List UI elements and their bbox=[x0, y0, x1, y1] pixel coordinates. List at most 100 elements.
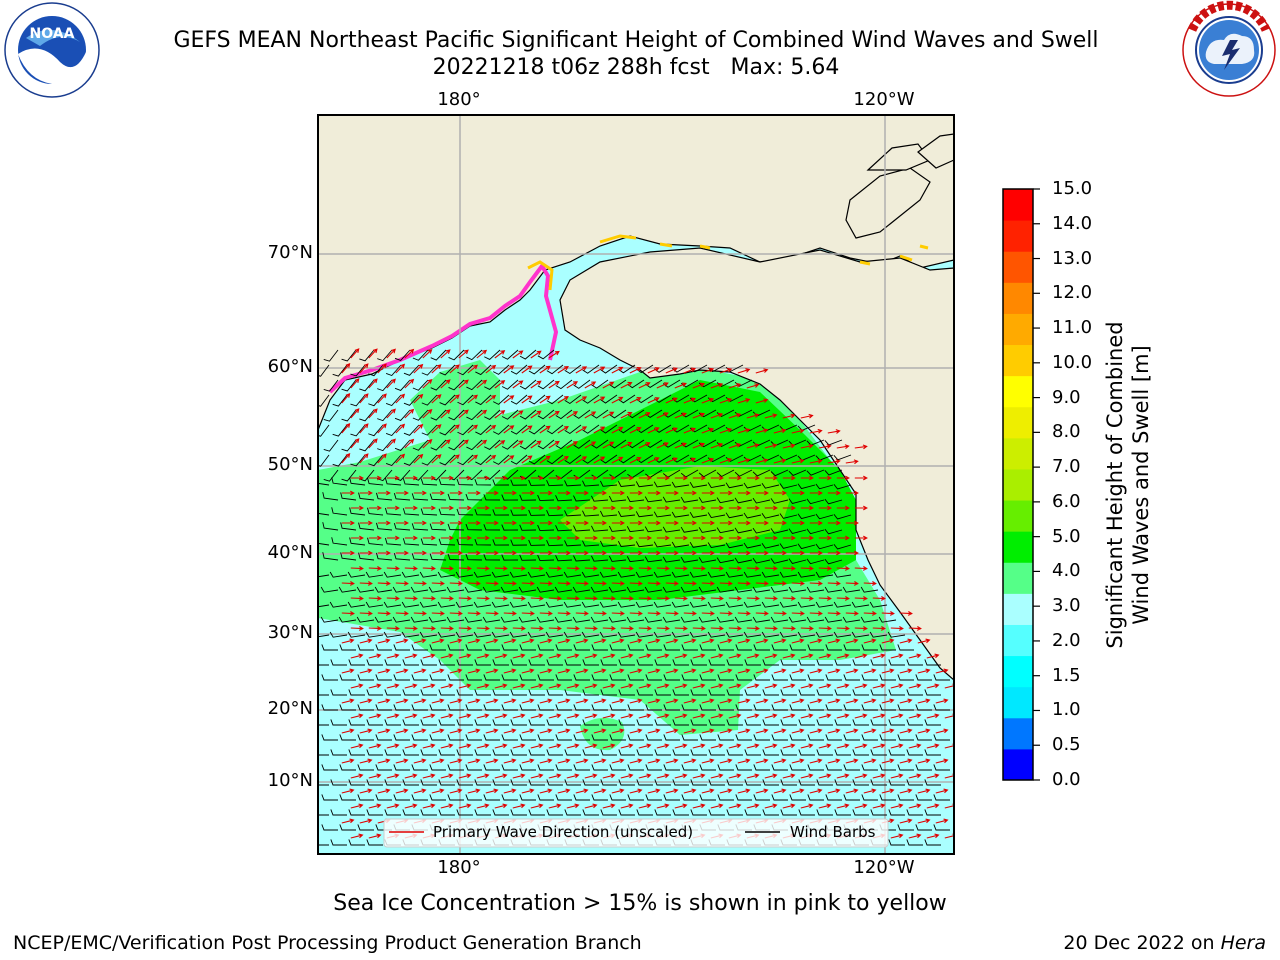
wave-arrow bbox=[341, 550, 355, 556]
colorbar-title-line1: Significant Height of Combined bbox=[1103, 321, 1127, 649]
wind-barb bbox=[394, 379, 411, 391]
wave-arrow bbox=[728, 683, 742, 689]
wave-arrow bbox=[350, 833, 364, 839]
wave-arrow bbox=[620, 505, 634, 511]
wave-arrow bbox=[386, 378, 396, 389]
wave-arrow bbox=[647, 611, 661, 616]
wind-barb bbox=[384, 749, 401, 756]
wind-barb bbox=[599, 480, 618, 487]
wave-arrow bbox=[710, 683, 724, 689]
wave-arrow bbox=[368, 566, 382, 571]
wave-arrow bbox=[368, 626, 382, 631]
wave-arrow bbox=[485, 788, 499, 794]
wave-arrow bbox=[809, 490, 823, 496]
wave-arrow bbox=[719, 728, 733, 734]
wind-barb bbox=[457, 424, 474, 436]
wind-barb bbox=[672, 659, 689, 666]
wave-arrow bbox=[755, 550, 769, 556]
wind-barb bbox=[429, 734, 446, 741]
wave-arrow bbox=[629, 758, 643, 764]
wind-barb bbox=[475, 424, 492, 436]
wave-arrow bbox=[458, 596, 472, 601]
wave-arrow bbox=[350, 743, 364, 749]
wave-arrow bbox=[503, 698, 517, 704]
wave-arrow bbox=[476, 803, 490, 809]
wind-barb bbox=[375, 522, 393, 531]
wave-arrow bbox=[800, 683, 814, 689]
wave-arrow bbox=[665, 520, 679, 526]
wind-barb bbox=[447, 764, 464, 771]
wind-barb bbox=[555, 674, 572, 681]
wave-arrow bbox=[917, 818, 931, 824]
wind-barb bbox=[581, 571, 600, 578]
wind-barb bbox=[438, 779, 455, 786]
wind-barb bbox=[699, 674, 716, 681]
wind-barb bbox=[924, 839, 941, 846]
wind-barb bbox=[797, 483, 816, 490]
wind-barb bbox=[707, 601, 726, 608]
wind-barb bbox=[377, 409, 393, 422]
wave-arrow bbox=[359, 550, 373, 556]
wave-arrow bbox=[863, 581, 877, 586]
wave-arrow bbox=[539, 581, 553, 586]
wind-barb bbox=[563, 601, 582, 608]
wave-arrow bbox=[836, 596, 850, 601]
wind-barb bbox=[591, 704, 608, 711]
wave-arrow bbox=[386, 713, 400, 719]
wind-barb bbox=[448, 439, 465, 451]
wind-barb bbox=[528, 454, 546, 465]
wind-barb bbox=[384, 779, 401, 786]
wave-arrow bbox=[395, 363, 406, 374]
wave-arrow bbox=[782, 626, 796, 631]
wind-barb bbox=[357, 794, 374, 801]
wind-barb bbox=[359, 349, 375, 362]
wind-barb bbox=[339, 704, 356, 711]
wind-barb bbox=[618, 779, 635, 786]
wave-arrow bbox=[683, 758, 697, 764]
wave-arrow bbox=[899, 668, 913, 674]
wave-arrow bbox=[629, 396, 642, 404]
wind-barb bbox=[546, 454, 564, 465]
wind-barb bbox=[546, 394, 564, 405]
wind-barb bbox=[815, 601, 834, 608]
wind-barb bbox=[753, 644, 770, 651]
wind-barb bbox=[429, 794, 446, 801]
wave-arrow bbox=[755, 758, 769, 764]
colorbar-tick-label: 6.0 bbox=[1052, 490, 1081, 512]
wind-barb bbox=[762, 689, 779, 696]
wave-arrow bbox=[665, 490, 679, 496]
wave-arrow bbox=[530, 410, 542, 419]
wind-barb bbox=[318, 512, 330, 516]
wind-barb bbox=[501, 494, 519, 501]
wave-arrow bbox=[566, 596, 580, 601]
wave-arrow bbox=[530, 596, 544, 601]
wind-barb bbox=[671, 571, 690, 578]
wave-arrow bbox=[431, 394, 442, 404]
wave-arrow bbox=[620, 743, 634, 749]
wave-arrow bbox=[422, 475, 436, 481]
wind-barb bbox=[806, 616, 825, 623]
wind-barb bbox=[860, 586, 879, 593]
wind-barb bbox=[599, 510, 618, 517]
wave-arrow bbox=[620, 441, 633, 449]
wind-barb bbox=[437, 601, 456, 608]
wave-arrow bbox=[557, 758, 571, 764]
wave-arrow bbox=[395, 393, 406, 404]
wave-arrow bbox=[719, 638, 733, 644]
wind-barb bbox=[537, 524, 555, 532]
wave-arrow bbox=[458, 653, 472, 659]
wind-barb bbox=[510, 364, 528, 375]
wind-barb bbox=[528, 539, 546, 546]
wind-barb bbox=[617, 510, 636, 517]
wind-barb bbox=[474, 659, 491, 666]
wave-arrow bbox=[512, 535, 526, 541]
wind-barb bbox=[393, 794, 410, 801]
wind-barb bbox=[519, 409, 537, 420]
wind-barb bbox=[448, 379, 465, 391]
wind-barb bbox=[564, 659, 581, 666]
wave-arrow bbox=[963, 774, 975, 778]
wind-barb bbox=[492, 539, 510, 546]
colorbar-tick-label: 11.0 bbox=[1052, 317, 1093, 339]
wave-arrow bbox=[701, 728, 715, 734]
colorbar-block bbox=[1003, 593, 1033, 625]
